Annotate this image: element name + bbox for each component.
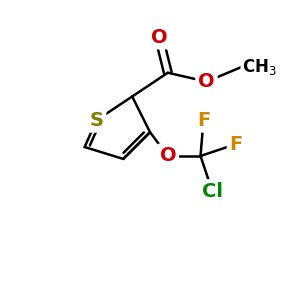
Text: O: O bbox=[151, 28, 167, 46]
Text: F: F bbox=[197, 111, 210, 130]
Text: O: O bbox=[160, 146, 176, 165]
Text: Cl: Cl bbox=[202, 182, 223, 201]
Text: S: S bbox=[89, 111, 103, 130]
Text: F: F bbox=[230, 135, 243, 154]
Text: O: O bbox=[198, 72, 215, 91]
Text: CH$_3$: CH$_3$ bbox=[242, 57, 277, 77]
